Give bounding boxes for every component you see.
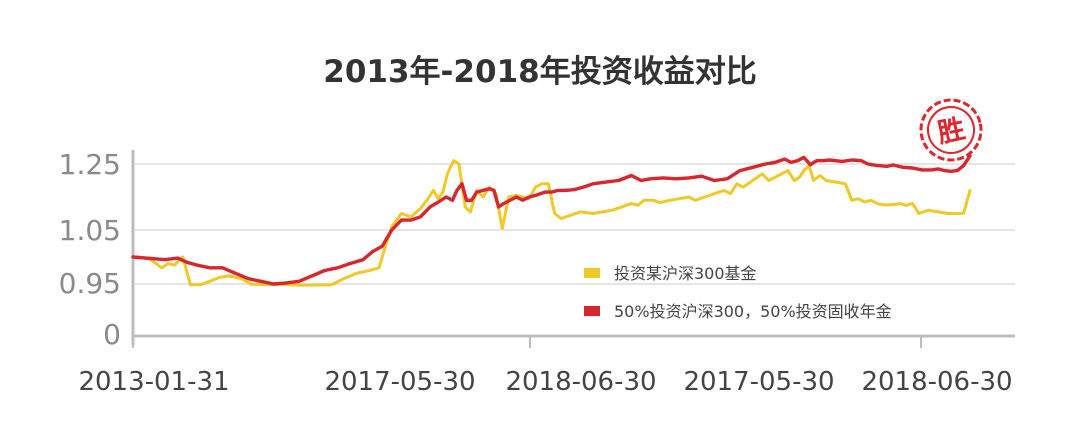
legend-label: 投资某沪深300基金: [614, 264, 757, 283]
legend-label: 50%投资沪深300，50%投资固收年金: [614, 302, 892, 321]
x-tick-label: 2013-01-31: [78, 367, 229, 397]
legend-swatch: [584, 268, 600, 278]
series-lines: [131, 154, 972, 287]
series-line-1: [131, 159, 972, 287]
x-tick-label: 2018-06-30: [861, 367, 1012, 397]
y-tick-label: 0.95: [59, 267, 121, 300]
grid-lines: [135, 163, 1015, 285]
y-tick-label: 1.25: [59, 148, 121, 181]
stamp-ring: [919, 98, 983, 162]
series-line-2: [131, 154, 972, 286]
axes: [131, 150, 1015, 348]
x-tick-label: 2017-05-30: [683, 367, 834, 397]
x-tick-label: 2017-05-30: [324, 367, 475, 397]
win-stamp: 胜: [919, 98, 983, 162]
stamp-inner-ring: [927, 106, 975, 154]
legend-swatch: [584, 306, 600, 316]
y-tick-label: 0: [103, 318, 121, 351]
y-tick-label: 1.05: [59, 214, 121, 247]
x-tick-label: 2018-06-30: [505, 367, 656, 397]
stamp-text: 胜: [935, 113, 968, 149]
legend: 投资某沪深300基金 50%投资沪深300，50%投资固收年金: [584, 264, 892, 321]
chart-title: 2013年-2018年投资收益对比: [323, 54, 756, 90]
